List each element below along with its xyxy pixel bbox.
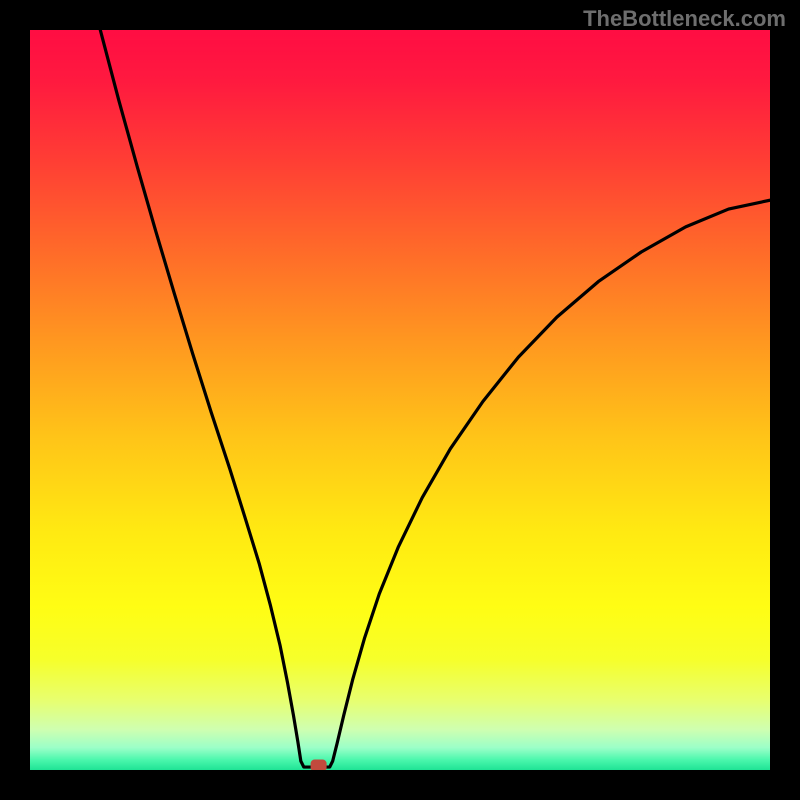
bottleneck-chart xyxy=(0,0,800,800)
plot-background-gradient xyxy=(30,30,770,770)
chart-container: { "watermark": { "text": "TheBottleneck.… xyxy=(0,0,800,800)
minimum-marker xyxy=(311,760,327,772)
